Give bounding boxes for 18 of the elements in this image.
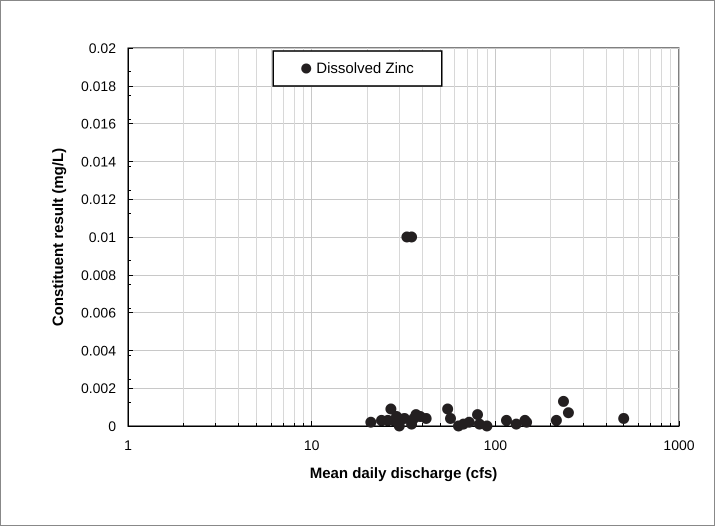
x-tick-label: 10 — [304, 437, 320, 453]
y-tick-label: 0.016 — [80, 116, 116, 132]
y-tick-label: 0.01 — [88, 229, 116, 245]
legend-label: Dissolved Zinc — [316, 60, 414, 77]
y-tick-label: 0.014 — [80, 153, 116, 170]
y-tick-label: 0.02 — [88, 40, 116, 56]
y-tick-label: 0.006 — [80, 304, 116, 321]
y-tick-label: 0.004 — [80, 342, 116, 358]
y-tick-label: 0 — [108, 418, 116, 434]
y-tick-label: 0.012 — [80, 191, 116, 208]
y-tick-label: 0.008 — [80, 266, 116, 283]
y-tick-label: 0.002 — [80, 380, 116, 396]
y-tick-label: 0.018 — [80, 78, 116, 94]
x-axis-title: Mean daily discharge (cfs) — [310, 465, 498, 482]
x-tick-label: 100 — [484, 437, 508, 453]
x-tick-label: 1 — [124, 437, 132, 453]
y-axis-title: Constituent result (mg/L) — [50, 148, 67, 326]
x-tick-label: 1000 — [663, 437, 695, 453]
